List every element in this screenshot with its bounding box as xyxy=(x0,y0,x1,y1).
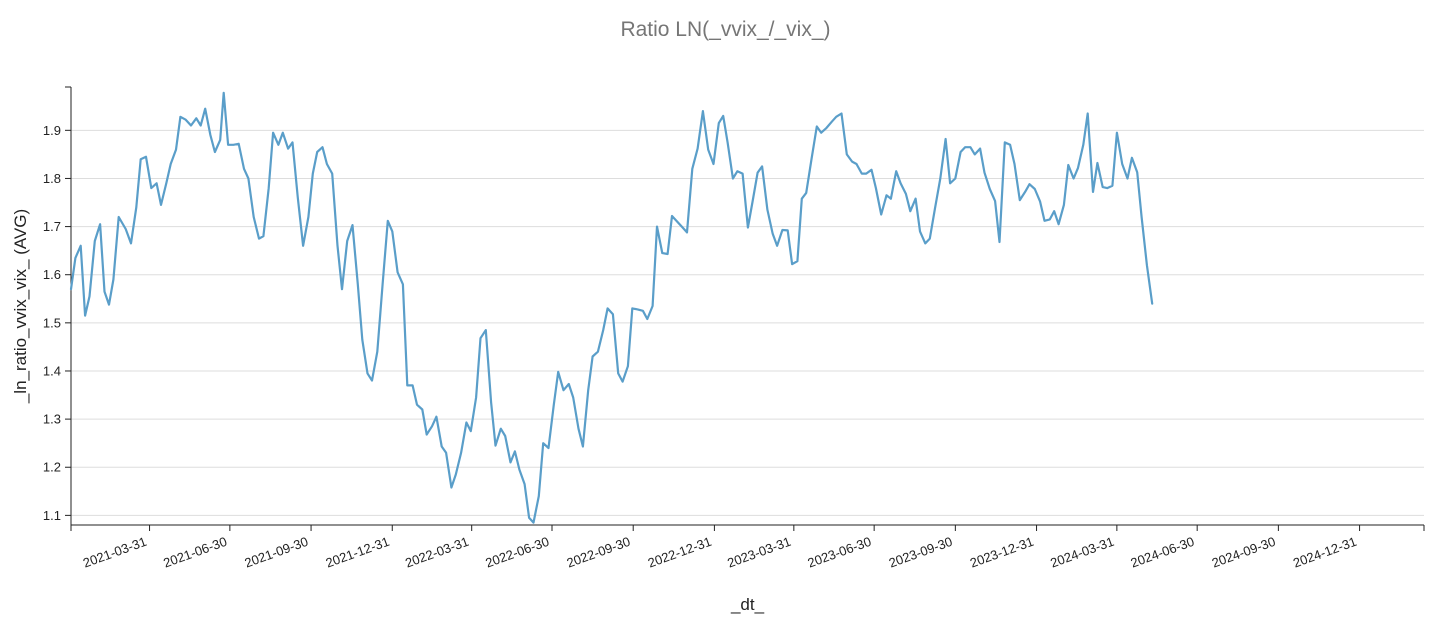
x-tick-label: 2023-06-30 xyxy=(806,534,874,571)
x-tick-label: 2022-09-30 xyxy=(565,534,633,571)
chart-title: Ratio LN(_vvix_/_vix_) xyxy=(620,18,831,41)
y-tick-label: 1.4 xyxy=(43,363,61,378)
x-tick-label: 2021-06-30 xyxy=(161,534,229,571)
series-layer xyxy=(69,91,1154,524)
y-tick-label: 1.7 xyxy=(43,219,61,234)
x-tick-label: 2021-09-30 xyxy=(242,534,310,571)
x-tick-label: 2022-06-30 xyxy=(483,534,551,571)
x-tick-label: 2023-12-31 xyxy=(968,534,1036,571)
x-axis-label: _dt_ xyxy=(730,595,765,614)
x-tick-label: 2021-12-31 xyxy=(324,534,392,571)
x-tick-label: 2024-03-31 xyxy=(1048,534,1116,571)
y-axis-label: _ln_ratio_vvix_vix_ (AVG) xyxy=(11,209,30,404)
x-tick-label: 2024-09-30 xyxy=(1210,534,1278,571)
x-tick-label: 2021-03-31 xyxy=(81,534,149,571)
x-tick-label: 2024-06-30 xyxy=(1129,534,1197,571)
y-tick-label: 1.5 xyxy=(43,315,61,330)
y-tick-label: 1.9 xyxy=(43,123,61,138)
y-tick-label: 1.2 xyxy=(43,460,61,475)
y-axis: 1.1 1.2 1.3 1.4 1.5 1.6 1.7 1.8 1.9 xyxy=(43,86,72,525)
gridlines xyxy=(71,129,1424,516)
x-tick-label: 2022-12-31 xyxy=(646,534,714,571)
x-tick-label: 2023-09-30 xyxy=(887,534,955,571)
x-tick-label: 2023-03-31 xyxy=(725,534,793,571)
x-tick-label: 2024-12-31 xyxy=(1291,534,1359,571)
y-tick-label: 1.1 xyxy=(43,508,61,523)
series-line xyxy=(69,91,1154,524)
y-tick-label: 1.3 xyxy=(43,412,61,427)
y-tick-label: 1.6 xyxy=(43,267,61,282)
y-tick-label: 1.8 xyxy=(43,171,61,186)
x-axis: 2021-03-31 2021-06-30 2021-09-30 2021-12-31… xyxy=(70,524,1425,571)
x-tick-label: 2022-03-31 xyxy=(403,534,471,571)
